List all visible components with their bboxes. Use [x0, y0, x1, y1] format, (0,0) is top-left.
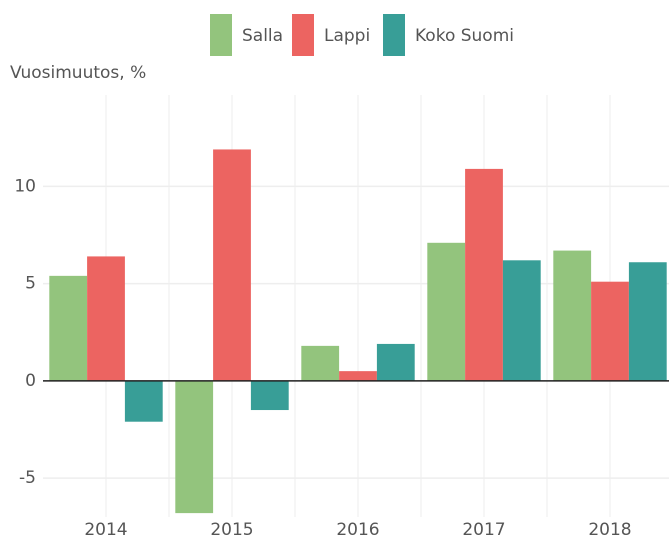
y-axis-label: Vuosimuutos, % — [10, 63, 146, 83]
bar — [465, 168, 503, 381]
bar — [591, 281, 629, 381]
bar — [250, 380, 289, 411]
legend-swatch — [292, 14, 314, 56]
x-tick-label: 2017 — [462, 520, 505, 538]
bar — [628, 262, 667, 381]
bar — [301, 345, 340, 381]
y-tick-label: 0 — [25, 371, 36, 391]
x-tick-label: 2016 — [336, 520, 379, 538]
legend-label: Salla — [242, 26, 283, 46]
bar — [427, 242, 466, 381]
legend-swatch — [210, 14, 232, 56]
y-tick-label: -5 — [19, 468, 36, 488]
y-tick-label: 5 — [25, 274, 36, 294]
legend-label: Koko Suomi — [415, 26, 514, 46]
bar — [213, 149, 251, 381]
y-tick-label: 10 — [14, 176, 36, 196]
legend-label: Lappi — [324, 26, 370, 46]
bar — [339, 371, 377, 381]
x-tick-label: 2014 — [84, 520, 127, 538]
legend-swatch — [383, 14, 405, 56]
bar — [376, 343, 415, 381]
bar — [502, 260, 541, 381]
bar — [175, 380, 214, 514]
bar — [87, 256, 125, 381]
bar — [124, 380, 163, 422]
bar — [553, 250, 592, 381]
x-tick-label: 2018 — [588, 520, 631, 538]
bar — [49, 275, 88, 381]
x-tick-label: 2015 — [210, 520, 253, 538]
